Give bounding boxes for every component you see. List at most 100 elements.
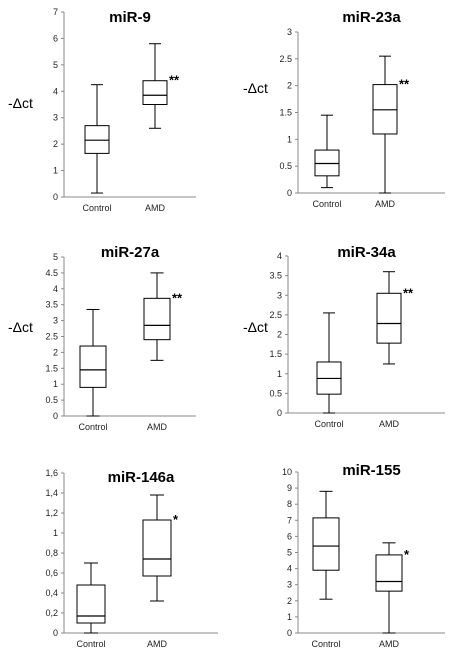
y-tick-label: 1.5 — [269, 349, 282, 359]
box-iqr — [79, 345, 107, 388]
panel-title: miR-34a — [337, 244, 396, 261]
y-tick-label: 4 — [53, 284, 58, 294]
y-tick-label: 1,4 — [45, 488, 58, 498]
box-iqr — [76, 584, 106, 624]
box-amd — [142, 43, 168, 129]
significance-marker: * — [404, 547, 410, 562]
y-axis-label: -Δct — [8, 95, 33, 111]
y-tick-label: 3 — [53, 316, 58, 326]
y-tick-label: 0.5 — [45, 395, 58, 405]
y-tick-label: 1 — [287, 134, 292, 144]
y-tick-label: 2 — [287, 596, 292, 606]
panel-title: miR-146a — [108, 469, 175, 486]
panel-4: miR-34a -Δct 0 0.5 1 1.5 2 2.5 3 3.5 4 Control AMD ** — [243, 244, 445, 429]
y-tick-label: 3 — [53, 113, 58, 123]
y-tick-label: 5 — [53, 252, 58, 262]
box-control — [76, 562, 106, 634]
x-category-label: Control — [78, 422, 107, 432]
y-tick-label: 4 — [53, 86, 58, 96]
y-tick-label: 2.5 — [279, 54, 292, 64]
y-tick-label: 7 — [287, 515, 292, 525]
y-tick-label: 1 — [53, 379, 58, 389]
y-tick-label: 7 — [53, 7, 58, 17]
box-amd — [142, 494, 172, 602]
y-tick-label: 2.5 — [269, 310, 282, 320]
box-iqr — [312, 517, 340, 571]
y-tick-label: 5 — [53, 60, 58, 70]
y-tick-label: 4 — [277, 251, 282, 261]
y-axis-label: -Δct — [243, 80, 268, 96]
y-tick-label: 2 — [53, 139, 58, 149]
box-amd — [375, 542, 403, 634]
box-iqr — [143, 297, 171, 341]
panel-5: miR-146a 0 0,2 0,4 0,6 0,8 1 1,2 1,4 1,6 Control AM… — [45, 468, 218, 649]
box-control — [312, 490, 340, 600]
y-tick-label: 9 — [287, 483, 292, 493]
y-tick-label: 0 — [53, 411, 58, 421]
y-tick-label: 6 — [53, 33, 58, 43]
box-amd — [376, 271, 402, 365]
y-tick-label: 0,6 — [45, 568, 58, 578]
x-category-label: Control — [82, 203, 111, 213]
panel-title: miR-23a — [342, 9, 401, 26]
panel-title: miR-9 — [109, 9, 151, 26]
x-category-label: AMD — [379, 639, 400, 649]
y-tick-label: 0 — [277, 408, 282, 418]
y-tick-label: 0 — [287, 628, 292, 638]
box-iqr — [376, 292, 402, 344]
y-axis-label: -Δct — [243, 319, 268, 335]
panel-3: miR-27a -Δct 0 0.5 1 1.5 2 2.5 3 3.5 4 4.5 5 Control A… — [8, 244, 196, 432]
panel-6: miR-155 0 1 2 3 4 5 6 7 8 9 10 Control AMD * — [282, 462, 445, 649]
y-tick-label: 0,2 — [45, 608, 58, 618]
y-tick-label: 2 — [287, 81, 292, 91]
y-tick-label: 1 — [53, 166, 58, 176]
box-control — [316, 312, 342, 414]
x-category-label: AMD — [379, 419, 400, 429]
y-tick-label: 3 — [287, 580, 292, 590]
y-tick-label: 10 — [282, 467, 292, 477]
x-category-label: Control — [312, 199, 341, 209]
y-tick-label: 3 — [287, 27, 292, 37]
x-category-label: Control — [76, 639, 105, 649]
y-tick-label: 2.5 — [45, 332, 58, 342]
box-iqr — [84, 125, 110, 154]
x-category-label: AMD — [147, 422, 168, 432]
y-tick-label: 1 — [287, 612, 292, 622]
panel-title: miR-155 — [342, 462, 400, 479]
significance-marker: ** — [403, 285, 414, 300]
y-tick-label: 4.5 — [45, 268, 58, 278]
box-iqr — [375, 554, 403, 592]
y-tick-label: 3.5 — [45, 300, 58, 310]
x-category-label: Control — [311, 639, 340, 649]
box-amd — [372, 55, 398, 194]
x-category-label: AMD — [147, 639, 168, 649]
y-tick-label: 4 — [287, 564, 292, 574]
y-tick-label: 5 — [287, 548, 292, 558]
y-tick-label: 0.5 — [269, 388, 282, 398]
panel-title: miR-27a — [101, 244, 160, 261]
y-tick-label: 8 — [287, 499, 292, 509]
y-tick-label: 0,8 — [45, 548, 58, 558]
box-control — [84, 84, 110, 194]
box-control — [79, 308, 107, 417]
y-tick-label: 2 — [277, 330, 282, 340]
y-tick-label: 0,4 — [45, 588, 58, 598]
y-axis-label: -Δct — [8, 319, 33, 335]
x-category-label: Control — [314, 419, 343, 429]
y-tick-label: 1,2 — [45, 508, 58, 518]
box-control — [314, 114, 340, 189]
y-tick-label: 1,6 — [45, 468, 58, 478]
significance-marker: ** — [169, 73, 180, 88]
box-iqr — [142, 80, 168, 106]
y-tick-label: 6 — [287, 531, 292, 541]
y-tick-label: 0 — [287, 188, 292, 198]
y-tick-label: 2 — [53, 347, 58, 357]
y-tick-label: 0 — [53, 628, 58, 638]
significance-marker: ** — [399, 77, 410, 92]
y-tick-label: 1.5 — [45, 363, 58, 373]
significance-marker: * — [173, 512, 179, 527]
y-tick-label: 1.5 — [279, 108, 292, 118]
y-tick-label: 3.5 — [269, 271, 282, 281]
significance-marker: ** — [172, 290, 183, 305]
